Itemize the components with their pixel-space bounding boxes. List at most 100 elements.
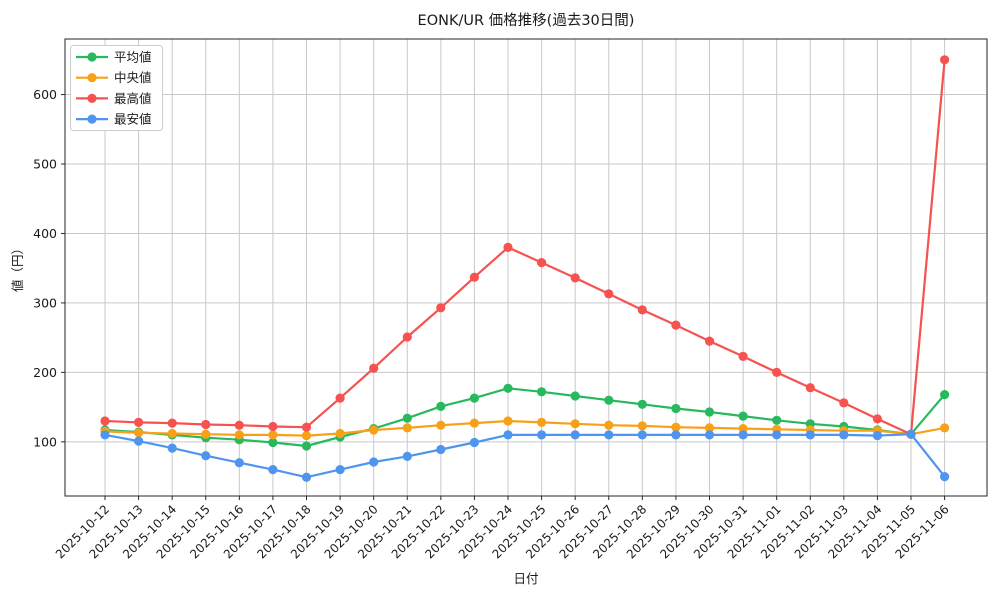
series-max (100, 55, 950, 439)
series-line-max (103, 58, 946, 436)
legend-item-min: 最安値 (76, 112, 152, 127)
data-point (940, 390, 950, 400)
data-point (335, 393, 345, 403)
legend-label: 平均値 (114, 50, 152, 65)
data-point (301, 441, 312, 451)
data-point (301, 422, 312, 432)
series-layer (100, 55, 950, 482)
legend-item-max: 最高値 (76, 91, 152, 106)
data-point (772, 415, 782, 425)
data-point (201, 451, 211, 461)
data-point (940, 472, 950, 482)
data-point (268, 430, 278, 440)
data-point (402, 423, 412, 433)
data-point (738, 351, 748, 361)
data-point (503, 416, 513, 426)
data-point (772, 430, 782, 440)
data-point (570, 430, 580, 440)
data-point (369, 457, 379, 467)
data-point (637, 421, 647, 431)
data-point (369, 363, 379, 373)
axis-ticks: 2025-10-122025-10-132025-10-142025-10-15… (33, 87, 952, 561)
series-line-min (103, 433, 946, 479)
legend-label: 最高値 (114, 91, 152, 106)
legend-marker-dot (87, 114, 97, 124)
data-point (503, 383, 513, 393)
data-point (234, 420, 244, 430)
series-line-median (103, 419, 946, 437)
y-tick-label: 200 (33, 365, 57, 380)
legend-marker-dot (87, 93, 97, 103)
data-point (167, 418, 177, 428)
data-point (671, 430, 681, 440)
data-point (167, 428, 177, 439)
data-point (537, 430, 547, 440)
data-point (604, 430, 614, 440)
data-point (503, 430, 513, 440)
data-point (940, 423, 950, 433)
data-point (570, 391, 580, 401)
data-point (469, 272, 479, 282)
data-point (872, 431, 883, 441)
data-point (402, 332, 412, 342)
data-point (839, 430, 849, 440)
data-point (671, 403, 681, 414)
data-point (469, 393, 479, 403)
data-point (872, 414, 883, 424)
legend-item-average: 平均値 (76, 50, 152, 65)
y-tick-label: 400 (33, 226, 57, 241)
data-point (469, 437, 479, 448)
legend-label: 中央値 (114, 70, 152, 85)
legend-marker-dot (87, 73, 97, 83)
data-point (402, 413, 412, 423)
data-point (469, 418, 479, 428)
data-point (436, 401, 446, 411)
data-point (671, 320, 681, 330)
plot-frame (64, 38, 988, 497)
data-point (772, 367, 782, 377)
data-point (335, 428, 345, 439)
data-point (671, 422, 681, 432)
data-point (637, 399, 647, 409)
data-point (604, 420, 614, 430)
data-point (738, 430, 748, 440)
data-point (570, 273, 580, 283)
data-point (301, 472, 312, 482)
data-point (805, 383, 815, 393)
data-point (436, 444, 446, 455)
data-point (436, 420, 446, 430)
legend-label: 最安値 (114, 112, 152, 127)
legend-marker-dot (87, 52, 97, 62)
data-point (570, 419, 580, 429)
data-point (201, 419, 211, 430)
data-point (537, 417, 547, 427)
data-point (704, 336, 715, 346)
data-point (738, 424, 748, 434)
data-point (604, 289, 614, 299)
data-point (436, 303, 446, 313)
legend-item-median: 中央値 (76, 70, 152, 85)
data-point (167, 443, 177, 453)
data-point (268, 437, 278, 448)
data-point (402, 451, 412, 461)
data-point (201, 429, 211, 439)
data-point (100, 430, 110, 440)
y-axis-label: 値（円） (10, 242, 25, 292)
y-tick-label: 100 (33, 434, 57, 449)
data-point (604, 395, 614, 405)
data-point (134, 436, 144, 446)
data-point (134, 428, 144, 438)
data-point (268, 421, 278, 432)
data-point (134, 417, 144, 427)
x-axis-label: 日付 (513, 571, 538, 586)
data-point (234, 458, 244, 468)
chart-title: EONK/UR 価格推移(過去30日間) (418, 12, 635, 29)
series-line-average (103, 387, 946, 448)
data-point (537, 387, 547, 397)
data-point (503, 242, 513, 252)
data-point (704, 407, 715, 417)
data-point (637, 430, 647, 440)
data-point (704, 430, 715, 440)
